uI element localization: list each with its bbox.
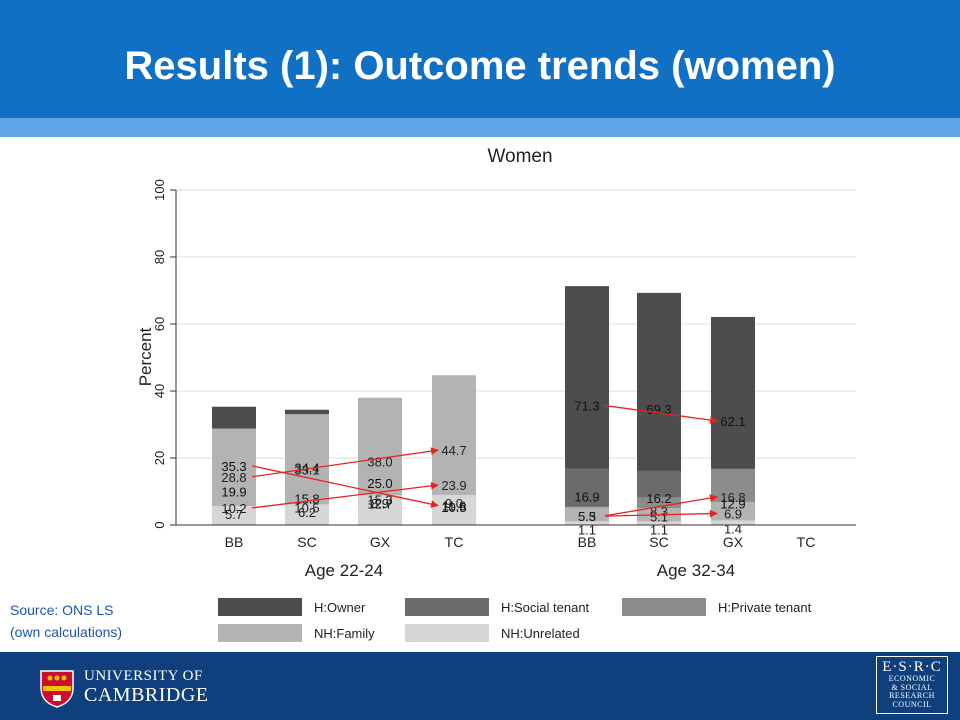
data-label: 15.3	[367, 492, 392, 507]
legend-label: NH:Family	[314, 626, 375, 641]
y-tick-label: 80	[152, 250, 167, 264]
data-label: 9.0	[445, 496, 463, 511]
data-label: 5.7	[225, 507, 243, 522]
data-label: 71.3	[574, 399, 599, 414]
cambridge-text-line-1: UNIVERSITY OF	[84, 668, 203, 684]
data-label: 33.1	[294, 463, 319, 478]
cambridge-crest-icon	[40, 670, 74, 708]
data-label: 1.1	[578, 522, 596, 537]
legend-label: H:Private tenant	[718, 600, 812, 615]
y-axis-label: Percent	[136, 327, 155, 386]
data-label: 11.6	[442, 499, 466, 514]
esrc-line-0: E·S·R·C	[882, 659, 942, 675]
cambridge-text-line-2: CAMBRIDGE	[84, 684, 209, 706]
legend-swatch	[405, 598, 489, 616]
bar-segment-nh-unrelated	[565, 521, 609, 525]
y-tick-label: 100	[152, 179, 167, 201]
data-label: 16.2	[646, 491, 671, 506]
data-label: 12.9	[720, 496, 745, 511]
source-note: Source: ONS LS (own calculations)	[10, 599, 122, 643]
x-tick-label: SC	[297, 534, 316, 550]
data-label: 69.3	[646, 402, 671, 417]
trend-arrow	[604, 404, 718, 424]
data-label: 10.5	[294, 500, 319, 515]
data-label: 35.3	[221, 459, 246, 474]
data-label: 5.1	[650, 509, 668, 524]
data-label: 16.9	[574, 490, 599, 505]
bar-segment-nh-unrelated	[285, 504, 329, 525]
stacked-bar-chart: 35.3 19.910.2 28.8 5.7 34.4 15.810.5 33.1 6.2 25…	[120, 146, 860, 642]
esrc-logo: E·S·R·C ECONOMIC & SOCIAL RESEARCH COUNC…	[876, 656, 948, 714]
legend-swatch	[218, 598, 302, 616]
accent-band	[0, 118, 960, 137]
data-label: 23.9	[441, 478, 466, 493]
university-of-cambridge-logo: UNIVERSITY OF CAMBRIDGE	[40, 666, 210, 708]
data-label: 6.2	[298, 505, 316, 520]
data-label: 34.4	[294, 460, 319, 475]
x-tick-label: TC	[445, 534, 464, 550]
data-label: 10.8	[441, 500, 466, 515]
legend-swatch	[405, 624, 489, 642]
x-group-label: Age 32-34	[657, 561, 735, 580]
esrc-line-3: RESEARCH	[889, 691, 935, 700]
bar-segment-nh-family	[637, 507, 681, 525]
x-tick-label: TC	[797, 534, 816, 550]
y-tick-label: 40	[152, 384, 167, 398]
bar-segment-nh-family	[565, 507, 609, 525]
x-group-label: Age 22-24	[305, 561, 383, 580]
trend-arrow	[251, 465, 439, 508]
slide-header	[0, 0, 960, 118]
legend-label: H:Social tenant	[501, 600, 590, 615]
x-tick-label: SC	[649, 534, 668, 550]
x-tick-label: BB	[578, 534, 597, 550]
x-tick-label: GX	[723, 534, 744, 550]
data-label: 6.9	[724, 506, 742, 521]
data-label: 44.7	[441, 443, 466, 458]
data-label: 16.8	[720, 490, 745, 505]
trend-arrow	[604, 494, 718, 517]
data-label: 25.0	[367, 476, 392, 491]
data-label: 1.1	[650, 522, 668, 537]
legend-label: H:Owner	[314, 600, 366, 615]
bar-segment-nh-unrelated	[711, 520, 755, 525]
y-tick-label: 60	[152, 317, 167, 331]
slide-footer	[0, 652, 960, 720]
y-tick-label: 0	[152, 521, 167, 528]
source-line-1: Source: ONS LS	[10, 602, 114, 618]
esrc-line-4: COUNCIL	[892, 699, 932, 709]
data-label: 62.1	[720, 414, 745, 429]
esrc-line-2: & SOCIAL	[891, 682, 933, 692]
bar-segment-nh-unrelated	[212, 505, 256, 525]
data-label: 5.5	[578, 509, 596, 524]
chart-title: Women	[487, 146, 552, 167]
legend-swatch	[622, 598, 706, 616]
source-line-2: (own calculations)	[10, 624, 123, 640]
legend-label: NH:Unrelated	[501, 626, 580, 641]
trend-arrow	[604, 509, 718, 518]
bar-segment-nh-unrelated	[432, 494, 476, 525]
bar-segment-nh-unrelated	[358, 495, 402, 525]
data-label: 28.8	[221, 470, 246, 485]
y-tick-label: 20	[152, 451, 167, 465]
slide-title: Results (1): Outcome trends (women)	[124, 44, 836, 88]
esrc-line-1: ECONOMIC	[888, 674, 936, 683]
bar-segment-nh-unrelated	[637, 521, 681, 525]
data-label: 12.7	[367, 497, 392, 512]
legend-swatch	[218, 624, 302, 642]
data-label: 10.2	[221, 501, 246, 516]
x-tick-label: GX	[370, 534, 391, 550]
data-label: 5.3	[578, 509, 596, 524]
data-label: 8.9	[371, 496, 389, 511]
x-tick-label: BB	[225, 534, 244, 550]
data-label: 19.9	[221, 485, 246, 500]
trend-arrow	[251, 481, 439, 509]
data-label: 15.8	[294, 492, 319, 507]
bar-segment-nh-family	[711, 501, 755, 525]
